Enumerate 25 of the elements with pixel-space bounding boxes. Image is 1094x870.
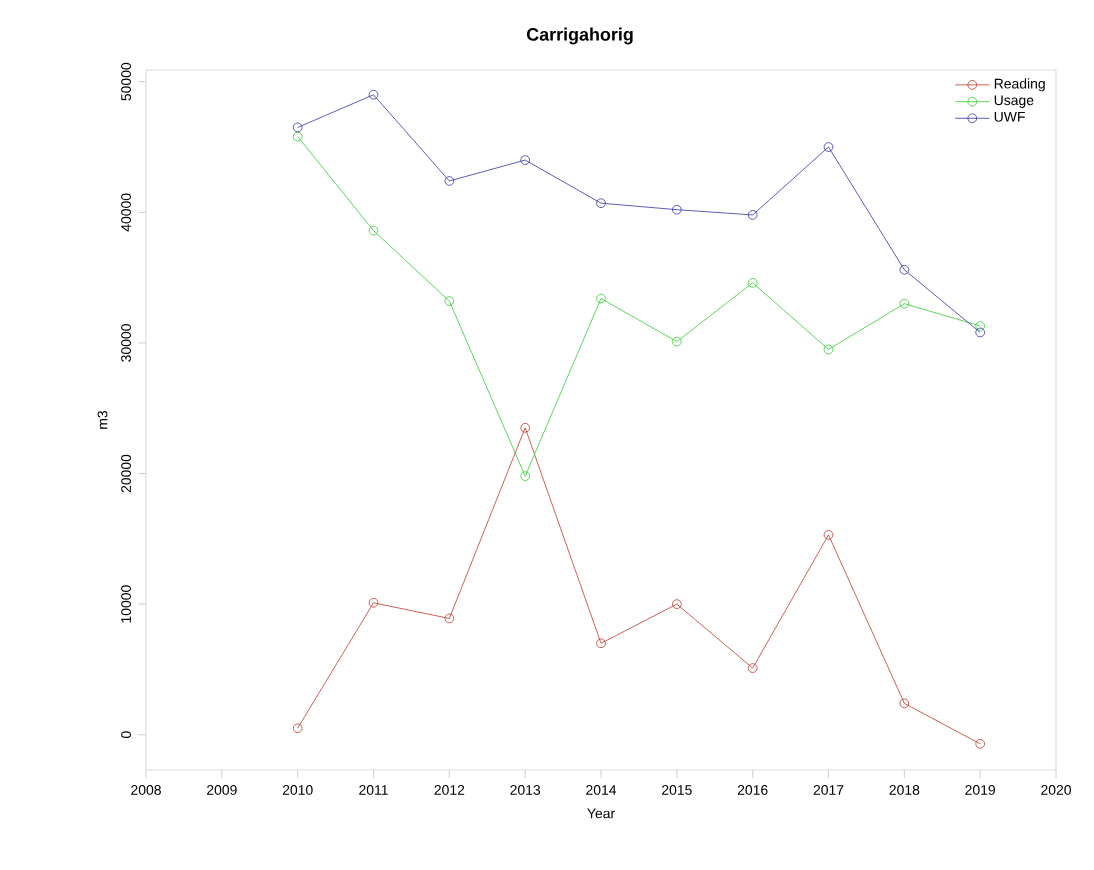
point <box>596 293 606 304</box>
point <box>823 344 834 355</box>
point <box>899 298 910 309</box>
point <box>823 142 834 152</box>
chart-title: Carrigahorig <box>526 27 633 45</box>
point <box>899 698 910 709</box>
point <box>747 663 758 673</box>
point <box>520 423 530 433</box>
point <box>368 89 379 100</box>
point <box>747 278 758 288</box>
point <box>672 599 682 609</box>
point <box>596 638 606 649</box>
point <box>520 471 530 481</box>
point <box>368 225 379 236</box>
point <box>823 530 834 540</box>
point <box>444 176 455 186</box>
point <box>899 264 910 275</box>
point <box>747 210 758 220</box>
point <box>520 155 530 165</box>
point <box>444 296 455 306</box>
point <box>368 598 379 608</box>
point <box>444 613 455 624</box>
point <box>672 336 682 347</box>
point <box>596 198 606 208</box>
point <box>672 204 682 215</box>
